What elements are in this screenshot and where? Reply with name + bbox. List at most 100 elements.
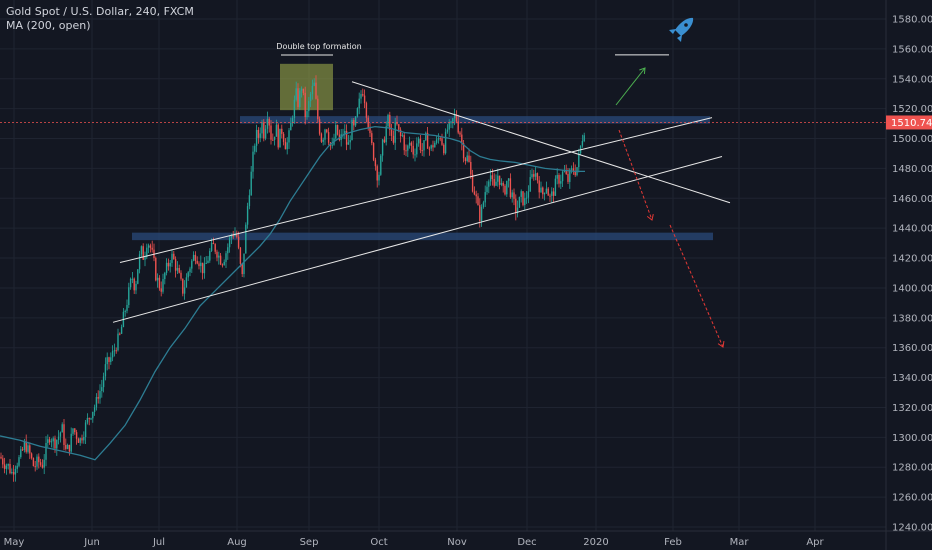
candle-body xyxy=(324,129,326,140)
candle-body xyxy=(480,207,483,221)
candle-body xyxy=(437,138,440,140)
candle-body xyxy=(399,129,402,137)
down-arrow-1-head xyxy=(646,214,654,221)
candle-body xyxy=(459,132,461,135)
candle-body xyxy=(381,139,384,156)
candle-body xyxy=(383,139,386,143)
candle-body xyxy=(216,251,218,258)
candle-body xyxy=(50,441,53,443)
candle-body xyxy=(344,130,346,134)
candle-body xyxy=(570,168,573,170)
price-axis[interactable]: 1240.00 1260.00 1280.00 1300.00 1320.00 1340.… xyxy=(892,15,932,534)
candle-body xyxy=(281,128,283,134)
down-arrow-1 xyxy=(618,129,653,221)
candle-body xyxy=(30,453,33,459)
symbol-title[interactable]: Gold Spot / U.S. Dollar, 240, FXCM xyxy=(6,5,194,18)
candle-body xyxy=(171,253,173,263)
candle-body xyxy=(74,428,76,433)
candle-body xyxy=(462,143,465,159)
candle-body xyxy=(243,253,245,275)
indicator-title[interactable]: MA (200, open) xyxy=(6,19,91,32)
candle-body xyxy=(444,131,447,154)
candle-body xyxy=(192,254,195,261)
candle-body xyxy=(227,247,229,254)
time-tick-label: Oct xyxy=(370,537,387,548)
candle-body xyxy=(423,140,425,151)
time-axis[interactable]: May Jun Jul Aug Sep Oct Nov Dec 2020 Feb Mar Apr xyxy=(4,537,825,548)
candle-body xyxy=(210,242,213,251)
candle-body xyxy=(228,238,231,248)
rocket-body xyxy=(675,17,694,36)
candlestick-series xyxy=(0,75,585,482)
price-tick-label: 1420.00 xyxy=(892,254,932,265)
up-arrow xyxy=(615,67,646,106)
candle-body xyxy=(529,177,531,192)
candle-body xyxy=(178,267,180,273)
candle-body xyxy=(12,472,15,475)
trendline xyxy=(112,155,723,323)
candle-body xyxy=(27,445,29,452)
candle-body xyxy=(273,136,276,140)
candle-body xyxy=(90,418,92,420)
candle-body xyxy=(430,145,432,149)
candle-body xyxy=(347,142,350,145)
candle-body xyxy=(39,462,42,465)
horizontal-grid xyxy=(0,18,886,528)
candle-body xyxy=(7,463,9,466)
candle-body xyxy=(3,464,6,469)
candle-body xyxy=(473,191,476,195)
candle-body xyxy=(491,175,494,179)
candle-body xyxy=(315,82,317,99)
candle-body xyxy=(47,439,49,444)
candle-body xyxy=(302,88,305,93)
candle-body xyxy=(275,124,278,137)
candle-body xyxy=(72,428,74,434)
candle-body xyxy=(219,255,222,265)
candle-body xyxy=(56,439,58,449)
price-tick-label: 1300.00 xyxy=(892,433,932,444)
price-tick-label: 1380.00 xyxy=(892,313,932,324)
candle-body xyxy=(95,397,98,408)
ma-200-line xyxy=(0,125,585,461)
candle-body xyxy=(0,456,2,459)
price-tick-label: 1580.00 xyxy=(892,15,932,26)
candle-body xyxy=(77,438,80,443)
candle-body xyxy=(194,254,197,261)
candle-body xyxy=(146,247,148,258)
candle-body xyxy=(515,198,517,213)
candle-body xyxy=(500,183,503,185)
candle-body xyxy=(578,153,580,168)
candle-body xyxy=(48,439,51,443)
candle-body xyxy=(410,142,413,146)
candle-body xyxy=(542,187,544,195)
candle-body xyxy=(128,287,130,305)
candle-body xyxy=(540,187,542,193)
candle-body xyxy=(11,472,13,474)
candle-body xyxy=(223,261,225,266)
rocket-window xyxy=(684,23,688,27)
candle-body xyxy=(117,333,119,351)
candle-body xyxy=(131,278,134,280)
candle-body xyxy=(158,277,161,289)
candle-body xyxy=(524,198,526,206)
candle-body xyxy=(543,192,546,195)
candle-body xyxy=(362,94,364,96)
candle-body xyxy=(115,350,117,352)
candle-body xyxy=(581,141,584,146)
candle-body xyxy=(369,127,371,134)
trendline xyxy=(119,117,713,264)
candle-body xyxy=(120,327,123,334)
candle-body xyxy=(403,135,405,151)
candle-body xyxy=(75,432,78,439)
candle-body xyxy=(21,449,24,451)
candle-body xyxy=(36,456,38,467)
up-arrow-head xyxy=(639,67,646,75)
candle-body xyxy=(201,262,204,274)
candle-body xyxy=(57,436,60,440)
candle-body xyxy=(489,175,492,182)
time-tick-label: Jun xyxy=(83,537,100,548)
candle-body xyxy=(9,463,11,474)
candle-body xyxy=(203,263,206,274)
